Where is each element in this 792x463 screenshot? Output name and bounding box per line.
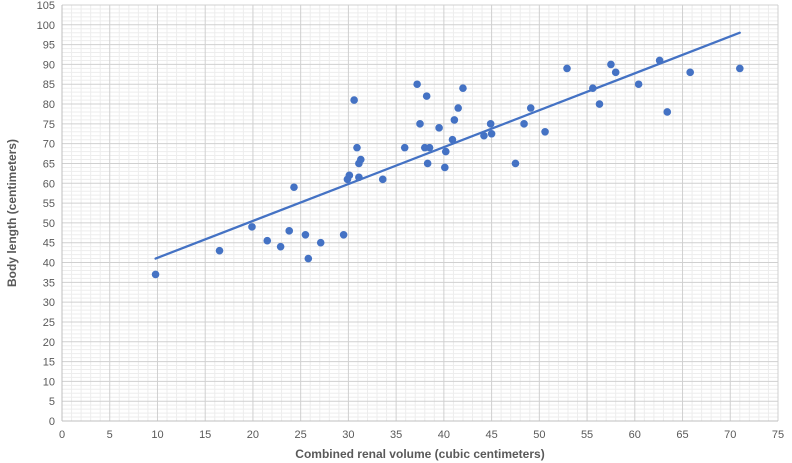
data-point xyxy=(263,236,272,245)
data-point xyxy=(686,68,694,77)
data-point xyxy=(339,230,348,239)
y-tick-label: 95 xyxy=(43,40,55,52)
x-tick-label: 55 xyxy=(581,429,593,441)
data-point xyxy=(520,120,528,128)
data-point xyxy=(487,129,496,138)
data-point xyxy=(422,92,431,100)
data-point xyxy=(611,68,620,77)
data-point xyxy=(355,173,363,182)
data-point xyxy=(301,230,310,239)
data-point xyxy=(423,159,432,168)
y-tick-label: 100 xyxy=(37,20,55,32)
x-tick-label: 25 xyxy=(295,429,307,441)
x-tick-label: 70 xyxy=(724,429,736,441)
x-tick-label: 0 xyxy=(59,429,65,441)
data-point xyxy=(563,64,571,73)
data-point xyxy=(441,147,450,156)
y-tick-label: 10 xyxy=(43,376,55,388)
data-point xyxy=(248,223,256,231)
y-tick-label: 105 xyxy=(37,0,55,12)
major-gridlines xyxy=(61,4,779,422)
data-point xyxy=(357,155,365,164)
y-tick-label: 25 xyxy=(43,317,55,329)
y-tick-label: 65 xyxy=(43,158,55,170)
x-tick-label: 65 xyxy=(676,429,688,441)
y-axis-title: Body length (centimeters) xyxy=(5,139,19,287)
y-tick-label: 80 xyxy=(43,99,55,111)
x-tick-label: 40 xyxy=(438,429,450,441)
y-tick-label: 75 xyxy=(43,119,55,131)
x-tick-label: 75 xyxy=(772,429,784,441)
x-tick-label: 5 xyxy=(107,429,113,441)
data-point xyxy=(663,108,672,116)
data-point xyxy=(345,171,354,180)
y-tick-label: 70 xyxy=(43,139,55,151)
y-tick-label: 30 xyxy=(43,297,55,309)
y-tick-label: 90 xyxy=(43,59,55,71)
data-point xyxy=(511,159,520,168)
x-axis-title: Combined renal volume (cubic centimeters… xyxy=(295,447,544,461)
data-point xyxy=(526,104,535,112)
data-point xyxy=(450,116,459,124)
x-tick-label: 35 xyxy=(390,429,402,441)
x-tick-label: 45 xyxy=(485,429,497,441)
y-tick-label: 0 xyxy=(49,416,55,428)
x-tick-label: 50 xyxy=(533,429,545,441)
data-point xyxy=(588,84,597,92)
data-point xyxy=(400,143,409,152)
data-point xyxy=(595,100,604,108)
data-point xyxy=(276,242,285,251)
y-tick-label: 85 xyxy=(43,79,55,91)
data-point xyxy=(290,183,298,192)
y-tick-label: 40 xyxy=(43,258,55,270)
data-points xyxy=(151,56,744,279)
y-axis-tick-labels: 0 5 10 15 20 25 30 35 40 45 50 55 60 65 70 75 80 85 90 95 10… xyxy=(37,0,55,428)
y-tick-label: 15 xyxy=(43,357,55,369)
x-tick-label: 30 xyxy=(342,429,354,441)
data-point xyxy=(459,84,467,92)
data-point xyxy=(285,227,294,235)
y-tick-label: 45 xyxy=(43,238,55,250)
data-point xyxy=(304,254,313,263)
x-tick-label: 60 xyxy=(629,429,641,441)
minor-gridlines xyxy=(62,5,778,421)
data-point xyxy=(435,124,443,132)
x-tick-label: 20 xyxy=(247,429,259,441)
data-point xyxy=(413,80,421,89)
data-point xyxy=(736,64,744,73)
data-point xyxy=(448,135,457,144)
data-point xyxy=(425,143,434,152)
data-point xyxy=(655,56,664,65)
data-point xyxy=(441,163,449,172)
y-tick-label: 20 xyxy=(43,337,55,349)
data-point xyxy=(607,60,615,69)
data-point xyxy=(215,246,224,255)
x-tick-label: 15 xyxy=(199,429,211,441)
data-point xyxy=(316,238,325,247)
data-point xyxy=(486,120,495,128)
trendline xyxy=(154,31,741,260)
axes xyxy=(61,5,778,422)
data-point xyxy=(353,143,361,152)
data-point xyxy=(480,131,488,140)
data-point xyxy=(416,120,424,128)
data-point xyxy=(454,104,462,112)
x-axis-tick-labels: 0 5 10 15 20 25 30 35 40 45 50 55 60 65 70 75 xyxy=(59,429,784,441)
x-tick-label: 10 xyxy=(151,429,163,441)
y-tick-label: 50 xyxy=(43,218,55,230)
data-point xyxy=(634,80,643,89)
y-tick-label: 35 xyxy=(43,277,55,289)
y-tick-label: 5 xyxy=(49,396,55,408)
y-tick-label: 55 xyxy=(43,198,55,210)
data-point xyxy=(378,175,387,184)
data-point xyxy=(151,270,160,279)
y-tick-label: 60 xyxy=(43,178,55,190)
data-point xyxy=(541,127,549,136)
data-point xyxy=(350,96,358,104)
trendline-group xyxy=(154,31,741,260)
